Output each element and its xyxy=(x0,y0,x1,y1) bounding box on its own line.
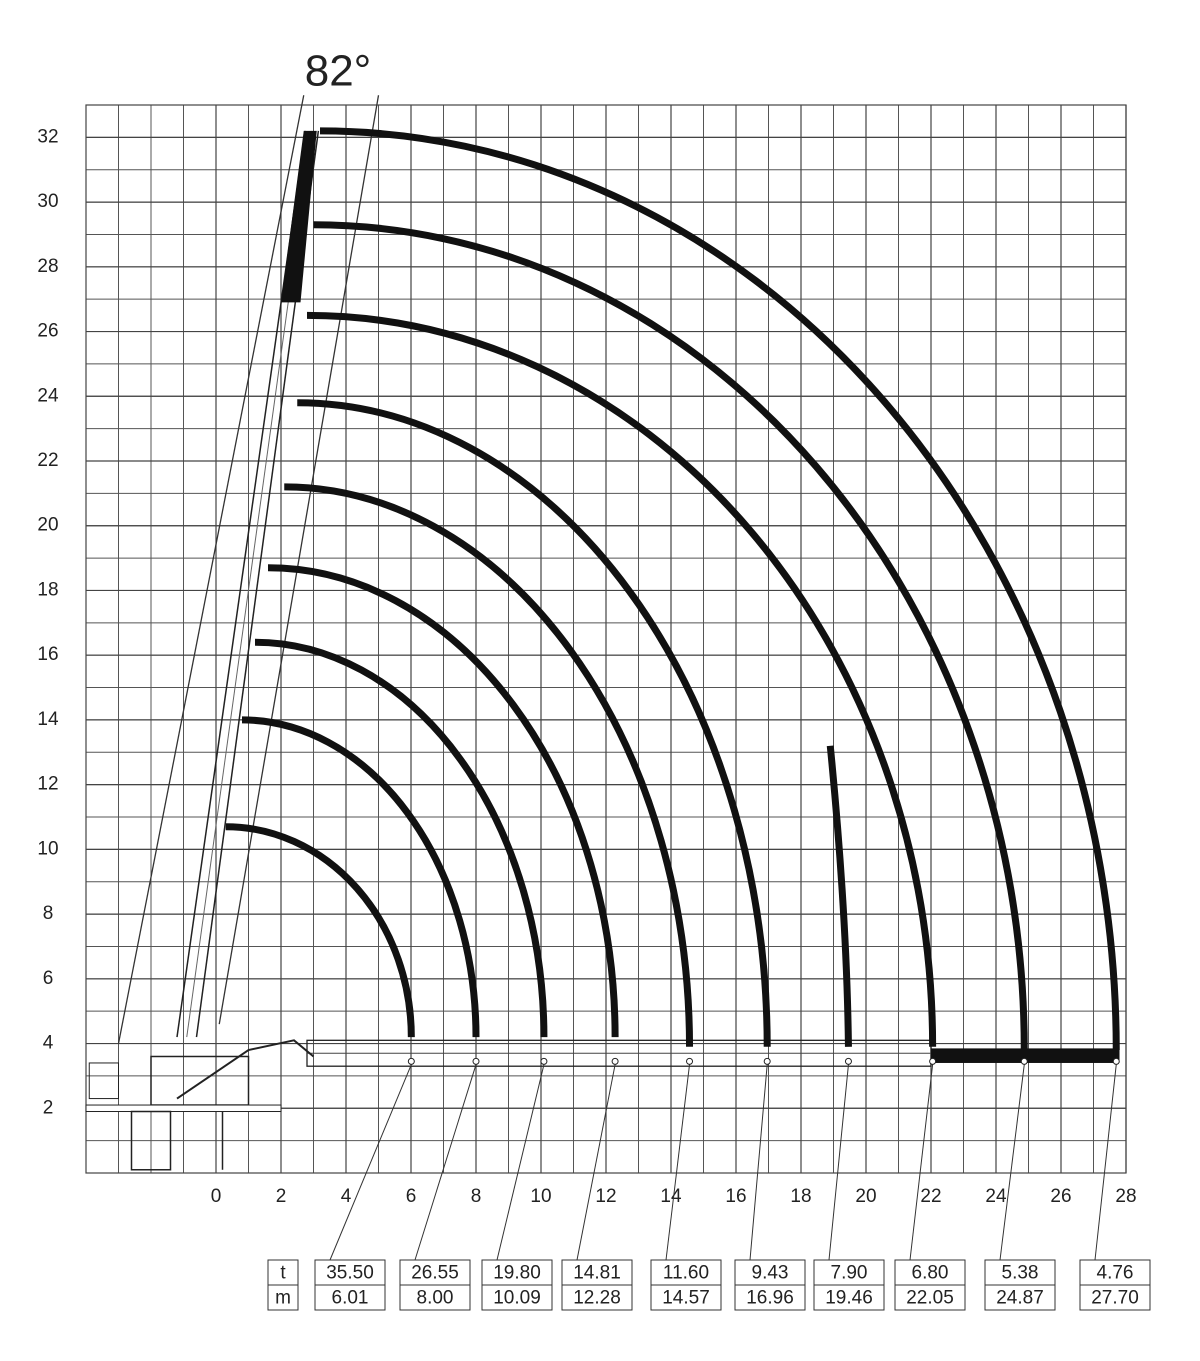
load-value: 11.60 xyxy=(663,1263,709,1284)
x-tick-label: 8 xyxy=(471,1186,482,1207)
x-tick-label: 10 xyxy=(530,1186,551,1207)
x-tick-label: 6 xyxy=(406,1186,417,1207)
reach-point xyxy=(611,1057,619,1065)
x-tick-label: 20 xyxy=(855,1186,876,1207)
reach-point xyxy=(1020,1057,1028,1065)
y-tick-label: 24 xyxy=(37,385,59,406)
y-tick-label: 22 xyxy=(37,450,58,471)
sector-line xyxy=(218,95,380,1025)
y-tick-label: 28 xyxy=(37,256,58,277)
load-value: 9.43 xyxy=(752,1263,789,1284)
truck-cab xyxy=(88,1062,119,1100)
leader-line xyxy=(576,1064,616,1261)
y-tick-label: 2 xyxy=(43,1097,54,1118)
reach-arc xyxy=(313,221,1028,1051)
load-value: 19.80 xyxy=(493,1263,541,1284)
x-tick-label: 18 xyxy=(790,1186,811,1207)
truck-base xyxy=(85,1104,282,1113)
x-tick-label: 2 xyxy=(276,1186,287,1207)
boom xyxy=(85,130,1120,1171)
leader-line xyxy=(909,1064,934,1261)
outrigger xyxy=(130,1110,172,1171)
radius-value: 22.05 xyxy=(906,1288,954,1309)
table-row-label: t xyxy=(280,1263,286,1284)
x-tick-label: 16 xyxy=(725,1186,746,1207)
y-tick-label: 8 xyxy=(43,903,54,924)
reach-arc xyxy=(225,823,415,1038)
reach-point xyxy=(540,1057,548,1065)
leader-line xyxy=(999,1064,1025,1261)
reach-point xyxy=(1112,1057,1120,1065)
reach-arc xyxy=(284,483,694,1047)
y-tick-label: 10 xyxy=(37,838,58,859)
chart-title: 82° xyxy=(305,47,372,96)
y-tick-label: 4 xyxy=(43,1033,54,1054)
x-tick-label: 4 xyxy=(341,1186,352,1207)
reach-point xyxy=(407,1057,415,1065)
reach-branch xyxy=(826,745,852,1047)
leader-line xyxy=(1094,1064,1117,1261)
load-value: 26.55 xyxy=(411,1263,459,1284)
reach-point xyxy=(929,1057,937,1065)
reach-point xyxy=(686,1057,694,1065)
load-value: 6.80 xyxy=(912,1263,949,1284)
reach-point xyxy=(844,1057,852,1065)
y-tick-label: 18 xyxy=(37,579,58,600)
x-tick-label: 24 xyxy=(985,1186,1007,1207)
load-value: 7.90 xyxy=(831,1263,868,1284)
leader-line xyxy=(749,1064,768,1261)
radius-value: 12.28 xyxy=(573,1288,621,1309)
radius-value: 14.57 xyxy=(662,1288,710,1309)
reach-arc xyxy=(241,716,480,1038)
y-tick-label: 30 xyxy=(37,191,58,212)
radius-value: 10.09 xyxy=(493,1288,541,1309)
y-tick-label: 20 xyxy=(37,515,58,536)
reach-point xyxy=(763,1057,771,1065)
leader-line xyxy=(414,1064,477,1261)
radius-value: 27.70 xyxy=(1091,1288,1139,1309)
reach-arc xyxy=(319,127,1120,1051)
x-tick-label: 0 xyxy=(211,1186,222,1207)
reach-arc xyxy=(297,399,771,1047)
radius-value: 19.46 xyxy=(825,1288,873,1309)
radius-value: 6.01 xyxy=(332,1288,369,1309)
leader-line xyxy=(496,1064,545,1261)
boom-top xyxy=(281,130,317,303)
reach-arc xyxy=(254,638,548,1038)
reach-arc xyxy=(267,564,619,1038)
x-tick-label: 12 xyxy=(595,1186,616,1207)
table-row-label: m xyxy=(275,1288,291,1309)
reach-arc xyxy=(306,311,937,1047)
leader-line xyxy=(828,1064,849,1261)
load-value: 14.81 xyxy=(573,1263,621,1284)
radius-value: 16.96 xyxy=(746,1288,794,1309)
load-value: 5.38 xyxy=(1002,1263,1039,1284)
sector-line xyxy=(117,95,305,1044)
radius-value: 24.87 xyxy=(996,1288,1044,1309)
load-value: 4.76 xyxy=(1097,1263,1134,1284)
boom-tip xyxy=(931,1048,1120,1063)
y-tick-label: 26 xyxy=(37,321,58,342)
x-tick-label: 14 xyxy=(660,1186,682,1207)
truck-body xyxy=(150,1055,250,1106)
y-tick-label: 32 xyxy=(37,126,58,147)
x-tick-label: 28 xyxy=(1115,1186,1136,1207)
y-tick-label: 14 xyxy=(37,709,59,730)
leader-line xyxy=(329,1064,412,1261)
y-tick-label: 12 xyxy=(37,774,58,795)
y-tick-label: 6 xyxy=(43,968,54,989)
leader-line xyxy=(665,1064,691,1261)
load-value: 35.50 xyxy=(326,1263,374,1284)
x-tick-label: 22 xyxy=(920,1186,941,1207)
x-tick-label: 26 xyxy=(1050,1186,1071,1207)
reach-point xyxy=(472,1057,480,1065)
radius-value: 8.00 xyxy=(417,1288,454,1309)
y-tick-label: 16 xyxy=(37,644,58,665)
boom-arm xyxy=(176,1039,315,1100)
